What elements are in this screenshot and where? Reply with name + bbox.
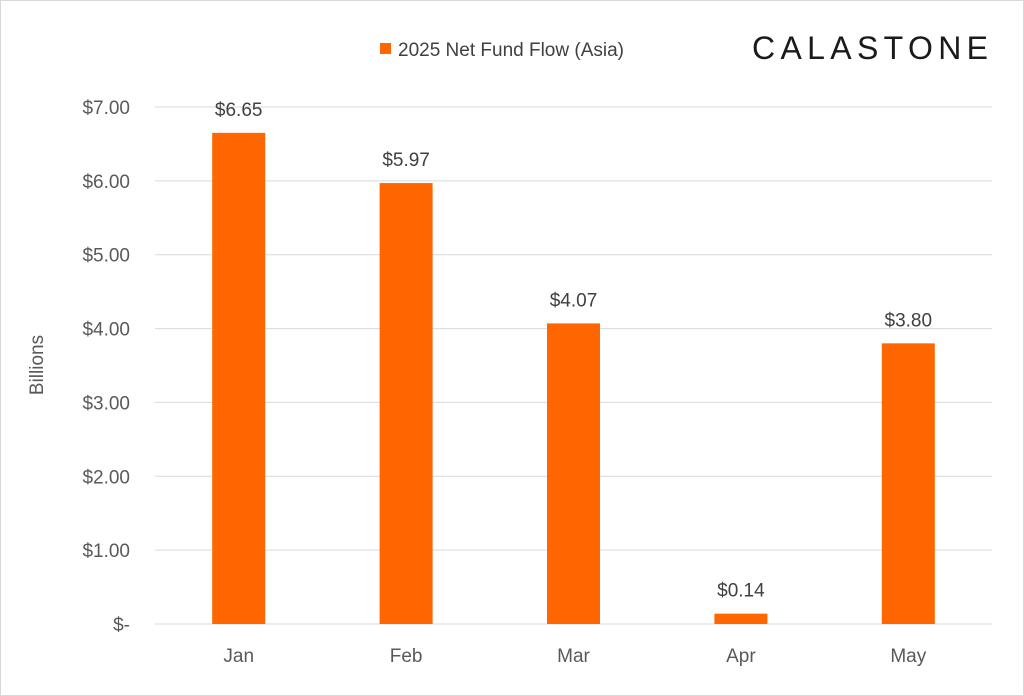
- y-axis-ticks: $- $1.00 $2.00 $3.00 $4.00 $5.00 $6.00 $7.00: [82, 98, 130, 636]
- bar: [212, 132, 266, 624]
- y-tick-label: $3.00: [82, 393, 130, 414]
- x-tick-label: Jan: [223, 646, 254, 667]
- y-axis-title: Billions: [27, 335, 48, 395]
- legend: 2025 Net Fund Flow (Asia): [380, 40, 624, 61]
- x-tick-label: Mar: [557, 646, 590, 667]
- y-tick-label: $-: [113, 615, 130, 636]
- bar: [714, 613, 768, 624]
- y-tick-label: $1.00: [82, 541, 130, 562]
- bar: [881, 343, 935, 624]
- bar: [379, 183, 433, 624]
- bars: [212, 132, 935, 624]
- y-tick-label: $4.00: [82, 320, 130, 341]
- data-label: $0.14: [717, 581, 765, 602]
- data-label: $4.07: [550, 290, 598, 311]
- legend-swatch: [380, 43, 391, 54]
- x-tick-label: Apr: [726, 646, 756, 667]
- x-tick-label: Feb: [390, 646, 423, 667]
- x-axis-ticks: Jan Feb Mar Apr May: [223, 646, 926, 667]
- y-tick-label: $7.00: [82, 98, 130, 119]
- x-tick-label: May: [890, 646, 926, 667]
- y-tick-label: $6.00: [82, 172, 130, 193]
- data-labels: $6.65 $5.97 $4.07 $0.14 $3.80: [215, 100, 932, 602]
- data-label: $3.80: [885, 310, 933, 331]
- calastone-logo: CALASTONE: [752, 30, 994, 66]
- logo-text: CALASTONE: [752, 30, 994, 66]
- data-label: $5.97: [382, 150, 430, 171]
- y-tick-label: $2.00: [82, 467, 130, 488]
- data-label: $6.65: [215, 100, 263, 121]
- y-tick-label: $5.00: [82, 246, 130, 267]
- legend-label: 2025 Net Fund Flow (Asia): [398, 40, 624, 61]
- bar: [547, 323, 600, 624]
